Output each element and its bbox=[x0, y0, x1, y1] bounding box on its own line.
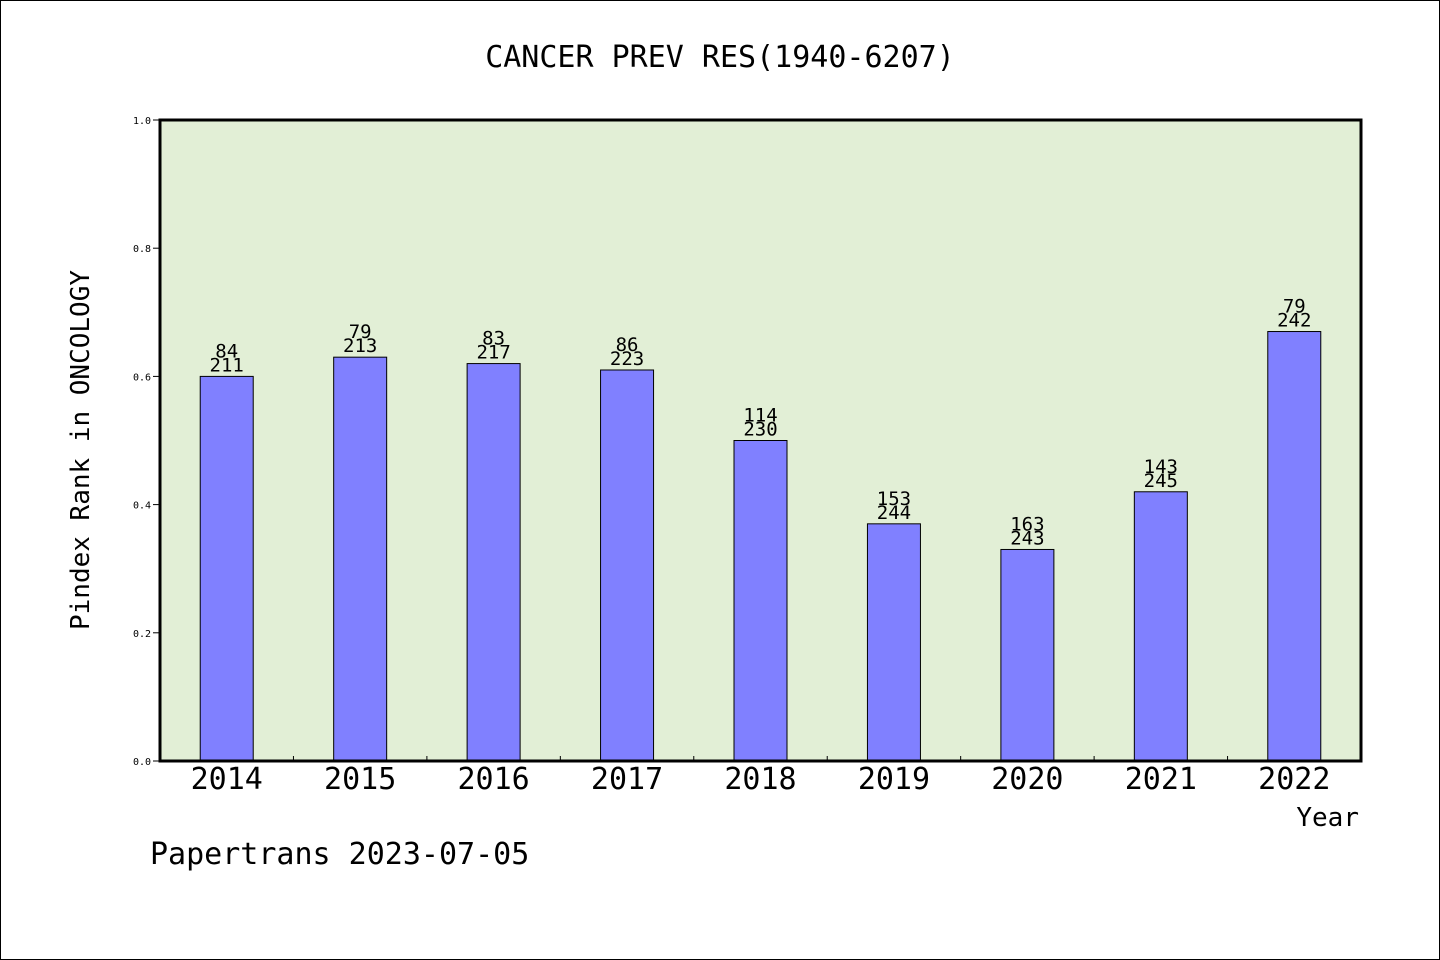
x-tick-label-2021: 2021 bbox=[1125, 762, 1197, 797]
bar-label-bottom-2021: 245 bbox=[1144, 470, 1178, 492]
bar-2022 bbox=[1267, 331, 1322, 762]
y-axis-label: Pindex Rank in ONCOLOGY bbox=[66, 270, 96, 630]
bar-label-bottom-2016: 217 bbox=[476, 342, 510, 364]
bar-label-top-2021: 143 bbox=[1144, 456, 1178, 478]
bar-label-top-2019: 153 bbox=[877, 488, 911, 510]
bar-2017 bbox=[600, 369, 655, 762]
x-tick-label-2017: 2017 bbox=[591, 762, 663, 797]
bar-2015 bbox=[333, 356, 388, 762]
bar-label-bottom-2014: 211 bbox=[210, 354, 244, 376]
ticks-group: 2014 2015 2016 2017 2018 2019 2020 2021 2022 0.0 0… bbox=[133, 116, 1330, 797]
x-tick-label-2016: 2016 bbox=[457, 762, 529, 797]
bar-2021 bbox=[1133, 491, 1188, 762]
x-tick-label-2014: 2014 bbox=[191, 762, 263, 797]
bar-2016 bbox=[466, 363, 521, 762]
y-tick-label: 0.0 bbox=[133, 757, 151, 768]
bar-label-bottom-2022: 242 bbox=[1277, 310, 1311, 332]
x-tick-label-2018: 2018 bbox=[724, 762, 796, 797]
bar-label-bottom-2020: 243 bbox=[1010, 527, 1044, 549]
bar-label-bottom-2018: 230 bbox=[743, 419, 777, 441]
bar-label-bottom-2015: 213 bbox=[343, 335, 377, 357]
chart-title: CANCER PREV RES(1940-6207) bbox=[485, 40, 955, 75]
x-tick-label-2022: 2022 bbox=[1258, 762, 1330, 797]
bar-label-bottom-2017: 223 bbox=[610, 348, 644, 370]
x-axis-label: Year bbox=[1296, 803, 1359, 833]
x-tick-label-2020: 2020 bbox=[991, 762, 1063, 797]
bar-label-top-2017: 86 bbox=[616, 334, 639, 356]
bar-label-top-2014: 84 bbox=[215, 340, 238, 362]
bar-label-top-2020: 163 bbox=[1010, 513, 1044, 535]
y-tick-label: 0.8 bbox=[133, 244, 151, 255]
y-tick-label: 0.2 bbox=[133, 629, 151, 640]
plot-border bbox=[158, 118, 1363, 763]
x-tick-label-2019: 2019 bbox=[858, 762, 930, 797]
bar-label-bottom-2019: 244 bbox=[877, 502, 911, 524]
bar-label-top-2022: 79 bbox=[1283, 296, 1306, 318]
bar-2019 bbox=[866, 523, 921, 762]
bar-label-top-2018: 114 bbox=[743, 405, 777, 427]
bar-2014 bbox=[199, 375, 254, 762]
y-tick-label: 0.4 bbox=[133, 501, 151, 512]
y-tick-label: 0.6 bbox=[133, 372, 151, 383]
bar-label-top-2016: 83 bbox=[482, 328, 505, 350]
x-tick-label-2015: 2015 bbox=[324, 762, 396, 797]
footer-caption: Papertrans 2023-07-05 bbox=[150, 837, 529, 872]
bar-label-top-2015: 79 bbox=[349, 321, 372, 343]
y-tick-label: 1.0 bbox=[133, 116, 151, 127]
bar-2018 bbox=[733, 440, 788, 762]
bar-2020 bbox=[1000, 548, 1055, 762]
